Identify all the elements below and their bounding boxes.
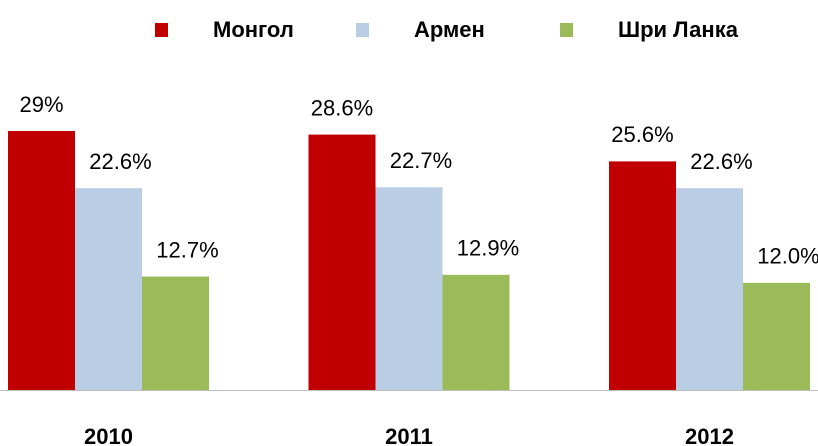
data-label: 22.6% <box>690 149 752 174</box>
x-tick-label: 2011 <box>385 424 433 446</box>
bar <box>609 161 676 390</box>
data-label: 12.7% <box>156 237 218 262</box>
bar <box>8 131 75 390</box>
x-tick-label: 2010 <box>84 424 133 446</box>
legend-label: Шри Ланка <box>618 17 739 42</box>
bar <box>442 274 510 390</box>
legend-swatch <box>560 23 573 37</box>
data-label: 12.9% <box>457 236 519 261</box>
data-label: 25.6% <box>611 122 673 147</box>
bar <box>308 134 376 390</box>
data-label: 22.7% <box>390 148 452 173</box>
data-label: 12.0% <box>757 244 818 269</box>
bar <box>375 187 443 390</box>
bar <box>75 188 142 390</box>
bar <box>142 276 209 390</box>
data-label: 28.6% <box>311 95 373 120</box>
legend-swatch <box>356 23 369 37</box>
data-label: 22.6% <box>89 149 151 174</box>
legend-label: Монгол <box>213 17 294 42</box>
x-tick-label: 2012 <box>685 424 734 446</box>
data-label: 29% <box>19 92 63 117</box>
bar <box>743 282 810 390</box>
legend-label: Армен <box>414 17 485 42</box>
legend-swatch <box>155 23 168 37</box>
bar <box>676 188 743 390</box>
